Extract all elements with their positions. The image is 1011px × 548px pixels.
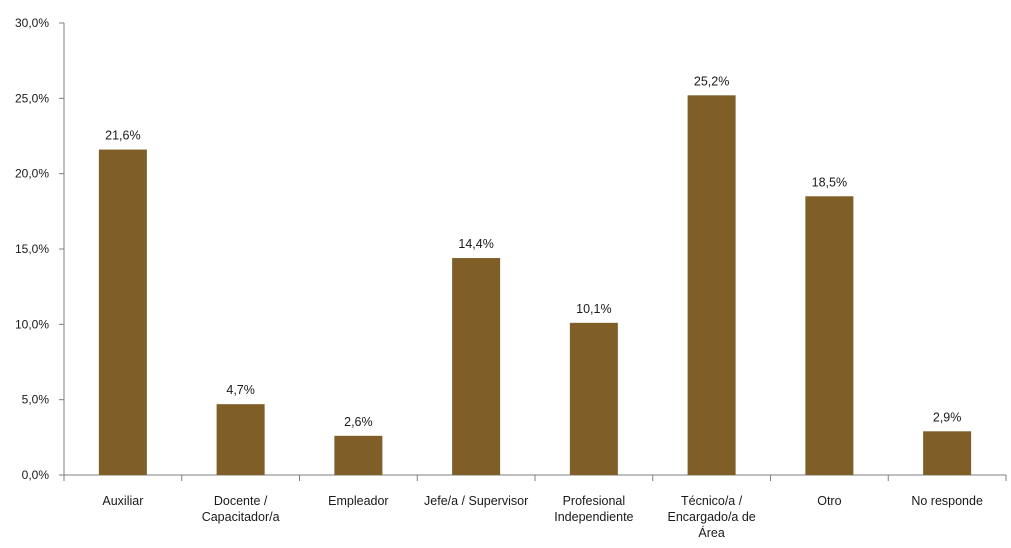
bar: [569, 322, 618, 475]
bar: [923, 431, 972, 475]
category-label: Empleador: [328, 494, 388, 508]
y-tick-label: 25,0%: [15, 91, 49, 105]
category-label: Docente / Capacitador/a: [202, 494, 280, 524]
category-label-line: Empleador: [328, 494, 388, 508]
data-label: 18,5%: [812, 175, 847, 189]
y-tick-label: 10,0%: [15, 317, 49, 331]
category-label-line: Profesional: [563, 494, 626, 508]
data-label: 2,6%: [344, 415, 373, 429]
category-label-line: Jefe/a / Supervisor: [424, 494, 528, 508]
y-tick-label: 5,0%: [22, 393, 50, 407]
category-label-line: Auxiliar: [102, 494, 143, 508]
data-label: 14,4%: [458, 237, 493, 251]
category-label-line: Encargado/a de: [667, 510, 755, 524]
category-label-line: Docente /: [214, 494, 268, 508]
category-label-line: Área: [698, 525, 724, 540]
category-label: Técnico/a / Encargado/a de Área: [667, 494, 755, 540]
data-label: 10,1%: [576, 302, 611, 316]
category-label: Otro: [817, 494, 841, 508]
category-label: Auxiliar: [102, 494, 143, 508]
data-labels: 21,6% 4,7% 2,6% 14,4% 10,1% 25,2% 18,5% 2,9%: [105, 74, 961, 429]
bar: [452, 258, 501, 475]
bar: [334, 435, 383, 475]
y-tick-label: 15,0%: [15, 242, 49, 256]
data-label: 21,6%: [105, 129, 140, 143]
y-tick-label: 30,0%: [15, 16, 49, 30]
data-label: 4,7%: [226, 383, 255, 397]
category-label-line: Otro: [817, 494, 841, 508]
category-label: No responde: [911, 494, 983, 508]
category-label-line: Capacitador/a: [202, 510, 280, 524]
y-tick-label: 20,0%: [15, 167, 49, 181]
category-label-line: Técnico/a /: [681, 494, 743, 508]
category-label-line: No responde: [911, 494, 983, 508]
data-label: 25,2%: [694, 74, 729, 88]
category-label-line: Independiente: [554, 510, 633, 524]
data-label: 2,9%: [933, 410, 962, 424]
category-label: Jefe/a / Supervisor: [424, 494, 528, 508]
bars: [98, 95, 972, 475]
y-tick-label: 0,0%: [22, 468, 50, 482]
x-axis: Auxiliar Docente / Capacitador/a Empleador J…: [63, 474, 1007, 540]
bar: [805, 196, 854, 475]
bar: [687, 95, 736, 475]
category-label: Profesional Independiente: [554, 494, 633, 524]
bar: [98, 149, 147, 475]
bar: [216, 404, 265, 475]
y-axis: 0,0% 5,0% 10,0% 15,0% 20,0% 25,0% 30,0%: [15, 16, 65, 482]
